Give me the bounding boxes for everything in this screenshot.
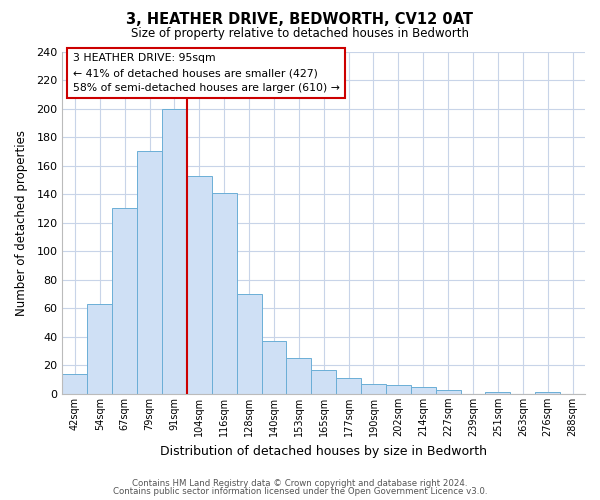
Bar [436, 390, 461, 394]
Bar [286, 358, 311, 394]
Text: 3, HEATHER DRIVE, BEDWORTH, CV12 0AT: 3, HEATHER DRIVE, BEDWORTH, CV12 0AT [127, 12, 473, 28]
Bar [212, 192, 236, 394]
Bar [336, 378, 361, 394]
Text: Contains HM Land Registry data © Crown copyright and database right 2024.: Contains HM Land Registry data © Crown c… [132, 478, 468, 488]
Bar [535, 392, 560, 394]
Bar [162, 108, 187, 394]
Bar [411, 387, 436, 394]
Bar [62, 374, 88, 394]
Bar [361, 384, 386, 394]
Bar [112, 208, 137, 394]
Bar [386, 386, 411, 394]
Bar [485, 392, 511, 394]
Y-axis label: Number of detached properties: Number of detached properties [15, 130, 28, 316]
Bar [88, 304, 112, 394]
Bar [311, 370, 336, 394]
Text: Size of property relative to detached houses in Bedworth: Size of property relative to detached ho… [131, 28, 469, 40]
Text: 3 HEATHER DRIVE: 95sqm
← 41% of detached houses are smaller (427)
58% of semi-de: 3 HEATHER DRIVE: 95sqm ← 41% of detached… [73, 53, 340, 93]
Bar [187, 176, 212, 394]
Bar [137, 152, 162, 394]
Bar [236, 294, 262, 394]
X-axis label: Distribution of detached houses by size in Bedworth: Distribution of detached houses by size … [160, 444, 487, 458]
Bar [262, 341, 286, 394]
Text: Contains public sector information licensed under the Open Government Licence v3: Contains public sector information licen… [113, 487, 487, 496]
